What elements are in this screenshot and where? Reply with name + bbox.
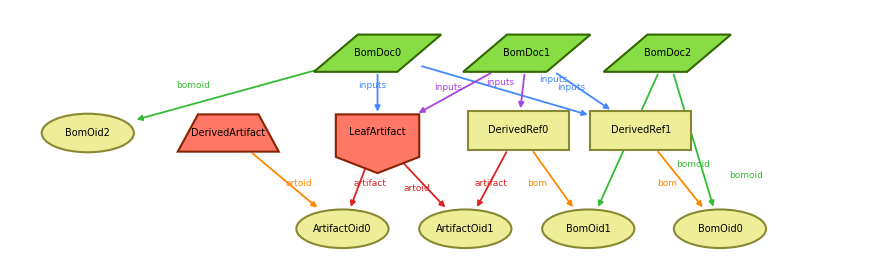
Text: BomOid0: BomOid0 <box>697 224 741 234</box>
Text: artifact: artifact <box>474 179 506 188</box>
Text: inputs: inputs <box>538 75 567 84</box>
Text: BomOid1: BomOid1 <box>566 224 610 234</box>
Text: BomDoc2: BomDoc2 <box>643 48 690 58</box>
Text: inputs: inputs <box>433 83 461 92</box>
Text: ArtifactOid0: ArtifactOid0 <box>313 224 371 234</box>
Text: DerivedRef1: DerivedRef1 <box>610 125 670 135</box>
Text: inputs: inputs <box>556 83 584 92</box>
Text: inputs: inputs <box>358 81 386 90</box>
Ellipse shape <box>673 210 765 248</box>
Ellipse shape <box>296 210 388 248</box>
Bar <box>589 111 691 149</box>
Bar <box>467 111 568 149</box>
Text: DerivedArtifact: DerivedArtifact <box>191 128 265 138</box>
Text: BomOid2: BomOid2 <box>65 128 111 138</box>
Text: bomoid: bomoid <box>675 160 709 169</box>
Text: bom: bom <box>657 179 676 188</box>
Text: inputs: inputs <box>486 78 514 87</box>
Polygon shape <box>314 35 440 72</box>
Text: artoid: artoid <box>403 184 430 193</box>
Ellipse shape <box>42 114 133 152</box>
Text: bom: bom <box>526 179 546 188</box>
Polygon shape <box>335 114 419 173</box>
Text: BomDoc1: BomDoc1 <box>503 48 550 58</box>
Polygon shape <box>463 35 589 72</box>
Polygon shape <box>603 35 730 72</box>
Text: bomoid: bomoid <box>728 171 762 180</box>
Text: artifact: artifact <box>353 179 386 188</box>
Text: bomoid: bomoid <box>176 81 210 90</box>
Polygon shape <box>177 114 279 152</box>
Text: ArtifactOid1: ArtifactOid1 <box>436 224 494 234</box>
Ellipse shape <box>542 210 634 248</box>
Text: LeafArtifact: LeafArtifact <box>349 127 405 137</box>
Text: artoid: artoid <box>285 179 311 188</box>
Ellipse shape <box>419 210 510 248</box>
Text: DerivedRef0: DerivedRef0 <box>488 125 547 135</box>
Text: BomDoc0: BomDoc0 <box>353 48 401 58</box>
